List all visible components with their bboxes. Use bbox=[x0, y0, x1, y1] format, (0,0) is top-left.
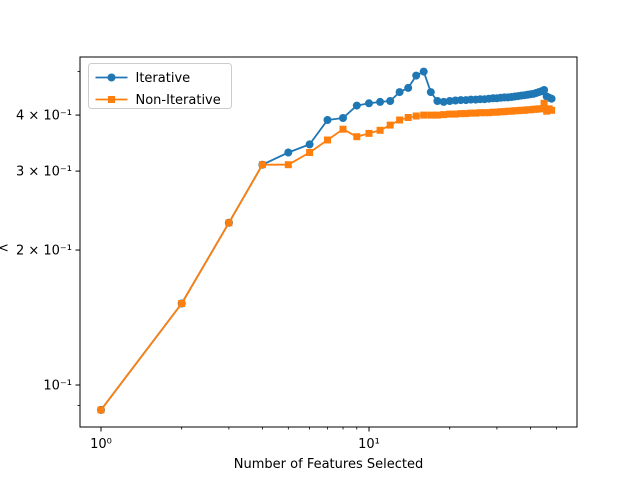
data-point-circle bbox=[323, 116, 332, 124]
data-point-square bbox=[284, 161, 292, 169]
data-point-square bbox=[225, 219, 233, 227]
data-point-square bbox=[306, 149, 314, 156]
data-point-circle bbox=[386, 97, 395, 105]
x-axis-tick-label: 10⁰ bbox=[90, 437, 112, 452]
data-point-square bbox=[324, 136, 331, 144]
legend-box bbox=[88, 63, 232, 109]
data-point-square bbox=[386, 121, 394, 129]
y-axis-label-fragment: < bbox=[0, 241, 9, 256]
data-point-circle bbox=[284, 148, 293, 157]
x-axis-tick-label: 10¹ bbox=[358, 437, 380, 452]
data-point-circle bbox=[433, 97, 442, 105]
data-point-square bbox=[467, 109, 475, 117]
data-point-circle bbox=[412, 71, 421, 80]
data-point-square bbox=[540, 99, 548, 107]
plot-frame bbox=[79, 56, 578, 428]
y-axis-tick-label: 2 × 10⁻¹ bbox=[16, 244, 72, 259]
data-point-circle bbox=[376, 97, 385, 106]
legend: Iterative Non-Iterative bbox=[88, 63, 232, 109]
data-point-square bbox=[376, 126, 384, 134]
series-non-iterative-line bbox=[100, 102, 553, 411]
data-point-square bbox=[97, 406, 105, 414]
data-point-circle bbox=[339, 114, 347, 122]
legend-item-label: Non-Iterative bbox=[136, 93, 221, 108]
data-point-square bbox=[446, 110, 454, 118]
data-point-square bbox=[396, 116, 404, 124]
legend-square-marker-icon bbox=[108, 96, 115, 103]
data-point-square bbox=[440, 111, 448, 119]
legend-item-label: Iterative bbox=[136, 71, 191, 86]
series-iterative-markers bbox=[97, 67, 556, 414]
data-point-square bbox=[339, 125, 347, 133]
y-axis-tick-label: 3 × 10⁻¹ bbox=[16, 165, 72, 180]
data-point-square bbox=[481, 109, 489, 117]
data-point-circle bbox=[365, 99, 373, 108]
data-point-square bbox=[462, 110, 470, 118]
data-point-square bbox=[538, 105, 545, 113]
data-point-square bbox=[472, 109, 480, 117]
data-point-square bbox=[427, 111, 435, 119]
data-point-square bbox=[178, 300, 186, 307]
series-non-iterative-markers bbox=[97, 99, 556, 414]
data-point-square bbox=[365, 129, 373, 137]
data-point-circle bbox=[426, 88, 435, 97]
data-point-square bbox=[500, 108, 508, 116]
data-point-circle bbox=[419, 67, 428, 76]
data-point-square bbox=[412, 112, 420, 120]
data-point-square bbox=[485, 109, 493, 117]
data-point-square bbox=[258, 161, 266, 169]
data-point-square bbox=[451, 110, 459, 118]
data-point-circle bbox=[352, 101, 361, 110]
data-point-square bbox=[433, 111, 441, 119]
data-point-circle bbox=[395, 88, 404, 97]
data-point-circle bbox=[547, 94, 556, 103]
data-point-square bbox=[457, 110, 465, 118]
data-point-circle bbox=[439, 97, 448, 106]
data-point-square bbox=[420, 111, 428, 119]
data-point-square bbox=[404, 114, 412, 121]
legend-circle-marker-icon bbox=[107, 73, 116, 82]
data-point-square bbox=[497, 108, 505, 116]
data-point-circle bbox=[404, 83, 413, 92]
data-point-circle bbox=[305, 140, 314, 149]
x-axis-title: Number of Features Selected bbox=[234, 457, 423, 472]
data-point-square bbox=[353, 133, 361, 141]
data-point-square bbox=[548, 106, 556, 114]
data-point-circle bbox=[540, 86, 549, 94]
data-point-square bbox=[489, 108, 497, 116]
data-point-square bbox=[476, 109, 484, 117]
data-point-square bbox=[493, 108, 501, 116]
y-axis-tick-label: 10⁻¹ bbox=[43, 379, 72, 394]
y-axis-tick-label: 4 × 10⁻¹ bbox=[16, 109, 72, 124]
